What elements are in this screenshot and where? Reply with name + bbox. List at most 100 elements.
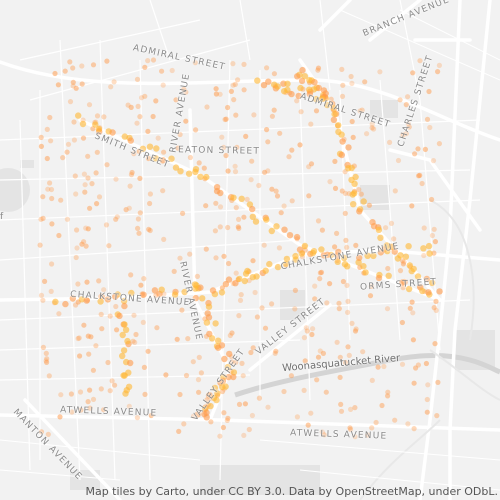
heat-point — [120, 297, 128, 305]
heat-point — [48, 138, 54, 144]
heat-point — [171, 268, 177, 274]
heat-point — [77, 353, 83, 359]
heat-point — [40, 297, 46, 303]
heat-point — [392, 188, 398, 194]
heat-point — [312, 283, 318, 289]
heat-point — [306, 193, 312, 199]
heat-point — [121, 302, 128, 310]
heat-point — [400, 285, 406, 291]
heat-point — [221, 410, 227, 416]
heat-point — [70, 65, 76, 71]
heat-point — [436, 288, 443, 295]
heat-point — [239, 360, 245, 366]
heat-point — [241, 277, 248, 285]
heat-point — [413, 365, 419, 371]
heat-point — [183, 89, 189, 95]
heat-point — [324, 101, 331, 109]
heat-point — [433, 307, 439, 313]
heat-point — [236, 313, 242, 319]
heat-point — [319, 227, 325, 233]
heat-point — [40, 194, 46, 200]
heat-point — [339, 66, 345, 72]
heat-point — [218, 289, 226, 296]
heat-point — [298, 77, 306, 85]
heat-point — [274, 83, 281, 90]
heat-point — [405, 421, 411, 427]
heat-point — [313, 95, 320, 103]
heat-point — [419, 287, 426, 295]
heat-point — [196, 389, 202, 395]
heat-point — [306, 91, 313, 98]
heat-point — [62, 300, 69, 308]
heat-point — [249, 205, 256, 213]
heat-point — [347, 426, 354, 433]
heat-point — [256, 395, 262, 401]
heat-point — [203, 173, 210, 181]
heat-point — [338, 408, 345, 414]
heat-point — [121, 321, 128, 328]
heat-point — [74, 227, 80, 233]
heat-point — [377, 69, 383, 75]
heat-point — [391, 236, 397, 242]
street-label-eaton: EATON STREET — [177, 145, 261, 157]
heat-point — [425, 242, 433, 250]
heat-point — [344, 263, 351, 270]
heat-point — [246, 426, 252, 433]
heat-point — [133, 331, 139, 338]
heat-point — [42, 278, 48, 284]
heat-point — [241, 61, 247, 67]
heat-point — [235, 224, 241, 230]
heat-point — [136, 230, 142, 236]
heat-point — [273, 348, 279, 354]
heat-point — [253, 273, 260, 280]
heat-point — [90, 62, 97, 68]
heat-point — [289, 147, 295, 153]
heat-point — [230, 194, 237, 201]
heat-point — [334, 230, 340, 236]
heat-point — [249, 213, 256, 220]
heat-point — [73, 191, 79, 197]
heat-point — [74, 245, 80, 251]
heat-point — [233, 359, 239, 365]
heat-point — [436, 62, 442, 68]
heat-point — [71, 119, 77, 125]
heat-point — [146, 226, 152, 232]
heat-point — [203, 409, 210, 416]
heat-point — [130, 338, 136, 344]
heat-point — [154, 325, 160, 331]
heat-point — [69, 409, 75, 415]
heat-point — [58, 392, 64, 398]
heat-point — [135, 103, 141, 109]
heat-point — [414, 273, 422, 280]
heat-point — [98, 386, 104, 392]
heat-point — [426, 250, 433, 257]
heat-point — [58, 197, 64, 203]
heat-point — [345, 309, 351, 315]
heat-point — [411, 380, 417, 386]
heat-point — [410, 70, 416, 76]
heat-point — [249, 412, 255, 419]
heat-point — [230, 82, 236, 88]
heat-point — [211, 384, 219, 392]
heat-point — [266, 260, 273, 268]
heat-point — [106, 243, 112, 249]
heat-point — [48, 288, 54, 294]
heat-point — [40, 344, 47, 350]
heat-point — [395, 157, 402, 164]
heat-point — [199, 295, 206, 302]
heat-point — [242, 401, 248, 407]
heat-point — [159, 68, 165, 74]
heat-point — [222, 280, 230, 288]
heat-point — [357, 108, 363, 114]
heat-point — [119, 352, 126, 360]
heat-point — [56, 232, 62, 239]
heat-point — [397, 268, 404, 274]
heat-point — [274, 263, 282, 271]
heat-point — [139, 145, 147, 152]
heat-point — [364, 252, 371, 259]
heat-point — [241, 87, 247, 93]
heat-point — [47, 114, 53, 121]
heat-point — [349, 80, 355, 86]
